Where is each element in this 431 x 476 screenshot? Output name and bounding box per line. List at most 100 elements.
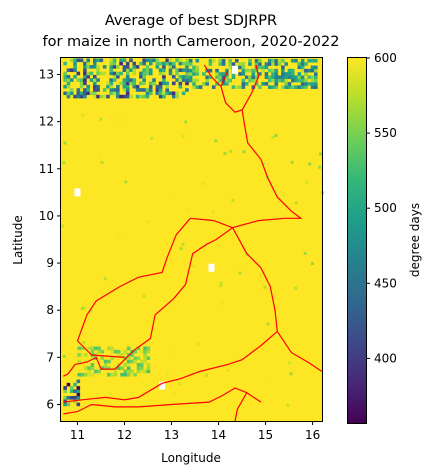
heatmap-cell — [102, 65, 107, 69]
admin-boundary — [241, 64, 260, 111]
y-tick-label: 8 — [46, 303, 54, 317]
heatmap-cell — [181, 135, 185, 139]
heatmap-cell — [132, 65, 137, 69]
heatmap-cell — [148, 91, 153, 96]
heatmap-cell — [248, 68, 252, 73]
heatmap-cell — [139, 94, 143, 99]
heatmap-cell — [90, 349, 95, 354]
heatmap-cell — [126, 372, 131, 377]
heatmap-cell — [162, 65, 166, 69]
heatmap-cell — [300, 65, 305, 70]
heatmap-cell — [248, 62, 252, 66]
y-tick-label: 12 — [39, 115, 54, 129]
heatmap-cell — [129, 78, 133, 82]
heatmap-cell — [125, 84, 130, 89]
heatmap-cell — [76, 392, 81, 397]
heatmap-cell — [277, 62, 282, 66]
heatmap-cell — [314, 85, 318, 89]
heatmap-cell — [162, 94, 166, 99]
heatmap-cell — [86, 71, 90, 76]
y-tick-label: 13 — [39, 68, 54, 82]
missing-data-cell — [232, 65, 238, 74]
heatmap-cell — [162, 71, 166, 76]
heatmap-cell — [155, 58, 160, 63]
heatmap-cell — [171, 74, 176, 79]
heatmap-cell — [186, 209, 190, 213]
heatmap-cell — [225, 78, 229, 83]
heatmap-cell — [218, 62, 223, 66]
heatmap-cell — [113, 349, 118, 354]
heatmap-cell — [125, 91, 130, 96]
heatmap-cell — [314, 58, 318, 63]
heatmap-cell — [304, 78, 308, 83]
heatmap-cell — [63, 386, 67, 390]
heatmap-cell — [192, 68, 196, 73]
heatmap-cell — [297, 75, 302, 80]
heatmap-cell — [225, 75, 229, 80]
heatmap-cell — [172, 392, 176, 396]
heatmap-cell — [264, 75, 269, 80]
heatmap-cell — [66, 74, 71, 79]
colorbar-label: degree days — [408, 203, 422, 277]
admin-boundary — [203, 64, 222, 87]
heatmap-cell — [178, 61, 183, 66]
heatmap-cell — [99, 71, 104, 76]
y-tick-label: 11 — [39, 162, 54, 176]
heatmap-cell — [109, 78, 114, 82]
heatmap-cell — [181, 74, 186, 79]
heatmap-cell — [314, 75, 318, 80]
heatmap-cell — [158, 68, 163, 72]
heatmap-cell — [263, 285, 267, 289]
heatmap-cell — [228, 78, 233, 83]
heatmap-cell — [304, 72, 308, 76]
heatmap-cell — [125, 88, 130, 92]
heatmap-cell — [99, 117, 103, 121]
heatmap-cell — [135, 94, 140, 99]
heatmap-cell — [145, 68, 150, 72]
heatmap-cell — [195, 68, 200, 73]
heatmap-cell — [314, 82, 318, 86]
heatmap-cell — [112, 58, 117, 63]
heatmap-cell — [93, 346, 98, 351]
heatmap-cell — [310, 262, 314, 266]
heatmap-cell — [130, 359, 134, 364]
heatmap-cell — [148, 84, 153, 89]
x-tick-label: 13 — [164, 428, 179, 442]
heatmap-cell — [258, 85, 262, 89]
heatmap-cell — [140, 349, 144, 354]
heatmap-cell — [205, 82, 209, 86]
heatmap-cell — [66, 396, 71, 400]
heatmap-cell — [264, 72, 269, 76]
heatmap-cell — [107, 359, 111, 364]
heatmap-cell — [244, 82, 249, 86]
y-tick-label: 10 — [39, 209, 54, 223]
heatmap-cell — [192, 265, 196, 269]
heatmap-cell — [241, 85, 246, 89]
heatmap-cell — [181, 78, 186, 82]
heatmap-cell — [92, 94, 97, 99]
heatmap-cell — [179, 247, 183, 251]
heatmap-cell — [109, 91, 114, 96]
heatmap-cell — [152, 78, 156, 82]
heatmap-cell — [140, 369, 144, 374]
heatmap-cell — [218, 78, 223, 83]
heatmap-cell — [231, 62, 236, 66]
heatmap-cell — [198, 85, 203, 89]
heatmap-cell — [146, 363, 151, 367]
heatmap-cell — [69, 396, 74, 400]
admin-boundary — [276, 331, 323, 372]
heatmap-cell — [294, 75, 298, 80]
heatmap-cell — [116, 71, 120, 76]
heatmap-cell — [314, 78, 318, 83]
heatmap-cell — [175, 78, 179, 82]
heatmap-cell — [181, 61, 186, 66]
heatmap-cell — [158, 61, 163, 66]
heatmap-cell — [96, 78, 100, 82]
heatmap-cell — [81, 113, 85, 117]
heatmap-cell — [185, 65, 189, 69]
heatmap-cell — [76, 94, 81, 99]
heatmap-cell — [281, 68, 285, 73]
heatmap-cell — [87, 369, 91, 374]
heatmap-cell — [92, 81, 97, 86]
colorbar-ticks: 400 450 500 550 600 — [366, 51, 397, 365]
